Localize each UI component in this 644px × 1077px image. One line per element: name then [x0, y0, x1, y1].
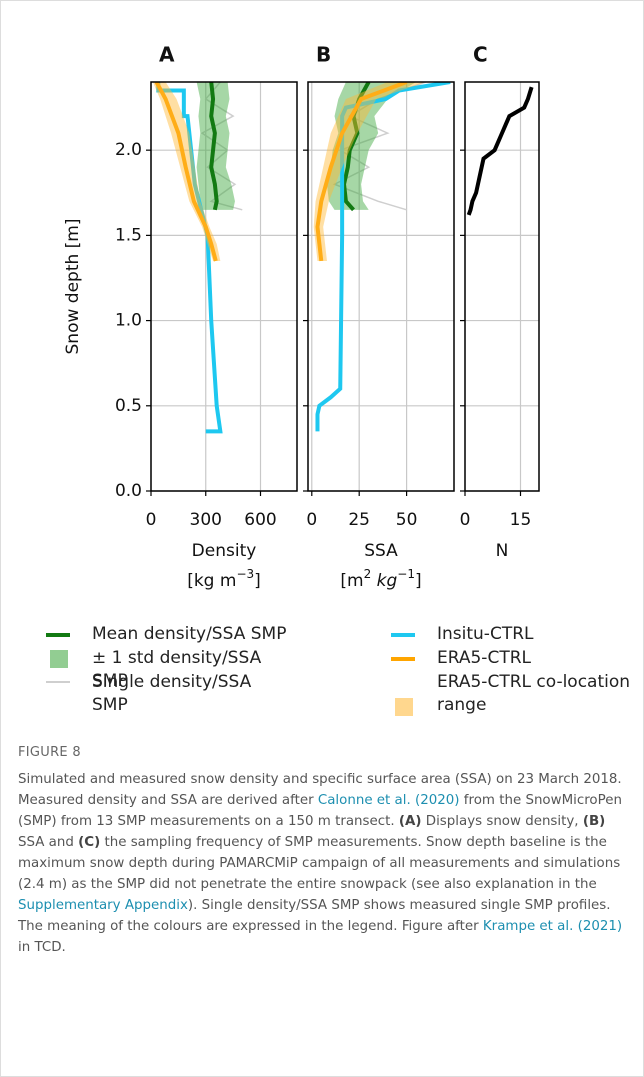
range-band: [313, 82, 426, 261]
unit-part: 2: [364, 567, 372, 581]
panel-label: C: [473, 43, 488, 67]
caption-text: Displays snow density,: [421, 814, 583, 829]
legend-marker: [391, 671, 417, 716]
unit-part: ]: [254, 571, 261, 591]
y-tick-label: 1.0: [115, 311, 142, 331]
y-tick-label: 0.0: [115, 481, 142, 501]
x-axis-unit: [m2 kg−1]: [340, 567, 421, 592]
legend-marker: [46, 671, 72, 694]
unit-part: ]: [415, 571, 422, 591]
x-tick-label: 50: [396, 510, 418, 530]
unit-part: kg: [371, 571, 397, 591]
caption-text: (B): [582, 814, 606, 829]
axes-frame: [307, 81, 455, 492]
x-axis-label: Density: [192, 541, 257, 561]
caption-link[interactable]: Krampe et al. (2021): [482, 919, 623, 934]
x-tick-label: 0: [146, 510, 157, 530]
legend-label: Single density/SSA SMP: [92, 672, 252, 715]
legend-label: ± 1 std density/SSA SMP: [92, 648, 262, 691]
caption-text: Simulated and measured snow density and …: [18, 772, 622, 808]
unit-part: [m: [340, 571, 363, 591]
figure-label: FIGURE 8: [18, 745, 81, 760]
legend-entry: Single density/SSA SMP: [46, 671, 292, 717]
range-band: [152, 82, 221, 261]
figure-caption: Simulated and measured snow density and …: [18, 769, 624, 958]
y-tick-label: 2.0: [115, 140, 142, 160]
caption-text: the sampling frequency of SMP measuremen…: [18, 835, 621, 892]
x-tick-label: 25: [348, 510, 370, 530]
legend-entry: ERA5-CTRL co-location range: [391, 671, 637, 717]
legend-entry: ± 1 std density/SSA SMP: [46, 647, 292, 693]
caption-text: from the SnowMicroPen (SMP) from 13 SMP …: [18, 793, 622, 829]
x-axis-label: N: [496, 541, 509, 561]
legend-swatch: [50, 650, 68, 668]
legend-marker: [46, 623, 72, 646]
profile-line: [209, 82, 219, 211]
x-tick-label: 600: [244, 510, 276, 530]
x-tick-label: 15: [510, 510, 532, 530]
axes-frame: [150, 81, 298, 492]
legend-line: [46, 681, 70, 683]
legend-swatch: [395, 698, 413, 716]
profile-line: [200, 82, 243, 211]
legend: Mean density/SSA SMP ± 1 std density/SSA …: [1, 623, 643, 733]
profile-line: [315, 82, 408, 262]
x-axis-label: SSA: [364, 541, 398, 561]
caption-link[interactable]: Supplementary Appendix: [18, 898, 188, 913]
legend-entry: ERA5-CTRL: [391, 647, 637, 670]
panel-label: B: [316, 43, 331, 67]
legend-label: Insitu-CTRL: [437, 624, 534, 644]
x-tick-label: 0: [460, 510, 471, 530]
range-band: [196, 82, 235, 210]
legend-marker: [391, 647, 417, 670]
plot-area: [152, 82, 243, 434]
profile-line: [154, 82, 218, 262]
range-band: [326, 82, 417, 210]
y-tick-label: 1.5: [115, 225, 142, 245]
legend-entry: Mean density/SSA SMP: [46, 623, 292, 646]
legend-label: ERA5-CTRL co-location range: [437, 672, 631, 715]
x-tick-label: 0: [306, 510, 317, 530]
profile-line: [466, 86, 534, 216]
profile-line: [156, 82, 223, 434]
legend-marker: [391, 623, 417, 646]
plot-area: [313, 82, 451, 432]
unit-part: −1: [397, 567, 415, 581]
caption-link[interactable]: Calonne et al. (2020): [317, 793, 460, 808]
caption-text: in TCD.: [18, 940, 66, 955]
legend-line: [391, 633, 415, 637]
legend-line: [391, 657, 415, 661]
caption-text: (A): [398, 814, 422, 829]
chart: 0.0 0.5 1.0 1.5 2.0 0 300 600 A Density Snow depth…: [63, 43, 540, 592]
profile-line: [315, 82, 451, 432]
unit-part: −3: [236, 567, 254, 581]
x-tick-label: 300: [190, 510, 222, 530]
y-tick-label: 0.5: [115, 396, 142, 416]
axes-frame: [464, 81, 540, 492]
y-axis-label: Snow depth [m]: [63, 219, 83, 355]
caption-text: ). Single density/SSA SMP shows measured…: [18, 898, 611, 934]
plot-area: [466, 86, 534, 216]
x-axis-unit: [kg m−3]: [187, 567, 261, 592]
unit-part: [kg m: [187, 571, 236, 591]
panel-label: A: [159, 43, 175, 67]
legend-label: Mean density/SSA SMP: [92, 624, 287, 644]
legend-line: [46, 633, 70, 637]
caption-text: SSA and: [18, 835, 79, 850]
legend-marker: [46, 647, 72, 670]
legend-entry: Insitu-CTRL: [391, 623, 637, 646]
legend-label: ERA5-CTRL: [437, 648, 531, 668]
caption-text: (C): [78, 835, 101, 850]
